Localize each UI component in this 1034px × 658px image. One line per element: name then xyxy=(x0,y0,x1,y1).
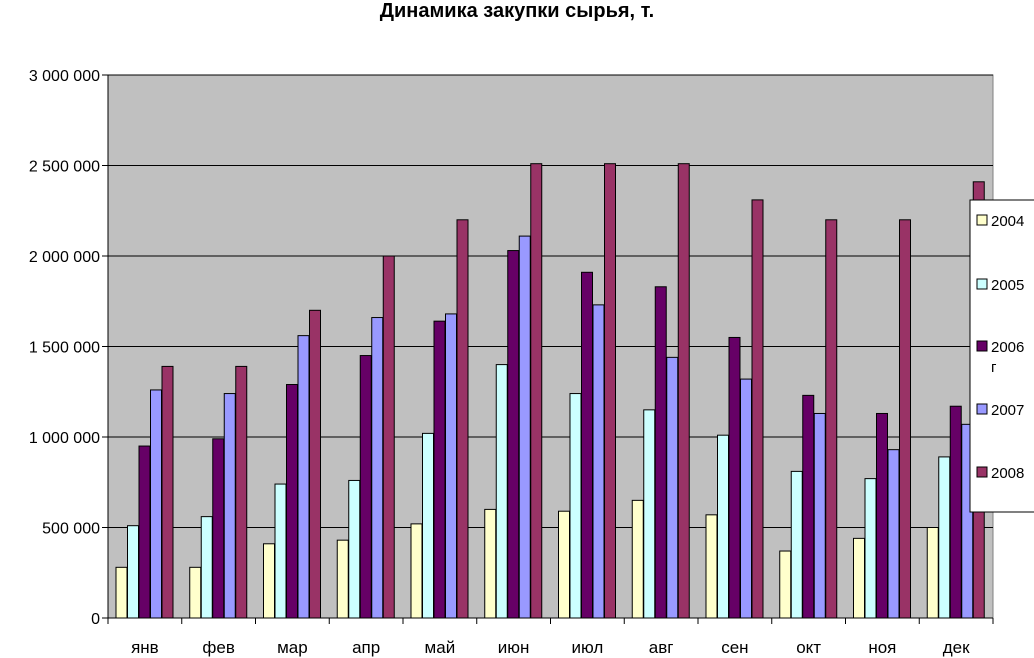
bar-2007-6 xyxy=(592,304,605,619)
bar-2006-г-8 xyxy=(728,336,741,619)
y-tick-label: 1 500 000 xyxy=(29,340,100,357)
bar-2006-г-4 xyxy=(433,320,446,619)
bar-2006-г-5 xyxy=(507,250,520,619)
x-tick-label: мар xyxy=(277,638,308,657)
bar-2006-г-11 xyxy=(949,405,962,619)
legend-label-suffix-2: г xyxy=(991,359,997,376)
x-tick-label: фев xyxy=(202,638,234,657)
x-tick-label: окт xyxy=(796,638,821,657)
bar-2005-6 xyxy=(569,393,582,619)
bar-2008-1 xyxy=(235,365,248,619)
x-tick-label: июл xyxy=(571,638,603,657)
x-tick-label: авг xyxy=(649,638,674,657)
bar-2006-г-7 xyxy=(654,286,667,619)
bar-2006-г-3 xyxy=(359,355,372,619)
legend-swatch-4 xyxy=(976,466,988,478)
y-tick-label: 3 000 000 xyxy=(29,68,100,85)
x-tick-label: янв xyxy=(131,638,159,657)
bar-2005-2 xyxy=(274,483,287,619)
x-tick-label: дек xyxy=(943,638,970,657)
bar-2004-1 xyxy=(189,566,202,619)
bar-2006-г-6 xyxy=(581,271,593,619)
bar-2004-7 xyxy=(631,499,644,619)
bar-2008-5 xyxy=(530,163,543,619)
bar-2007-4 xyxy=(445,313,457,619)
bar-2007-1 xyxy=(223,393,236,619)
bar-2005-4 xyxy=(422,432,434,619)
legend-swatch-3 xyxy=(976,403,988,415)
bar-2006-г-2 xyxy=(286,384,298,619)
legend-label-0: 2004 xyxy=(991,213,1024,230)
x-tick-label: апр xyxy=(352,638,380,657)
x-tick-label: сен xyxy=(721,638,748,657)
bar-2008-3 xyxy=(382,255,395,619)
bar-2008-7 xyxy=(677,163,690,619)
chart-title: Динамика закупки сырья, т. xyxy=(379,0,655,22)
y-tick-label: 0 xyxy=(91,611,100,628)
bar-2007-5 xyxy=(518,235,531,619)
bar-2005-3 xyxy=(348,479,361,619)
y-tick-label: 500 000 xyxy=(42,521,100,538)
bar-2004-4 xyxy=(410,523,423,619)
x-tick-label: май xyxy=(425,638,456,657)
bar-2006-г-9 xyxy=(802,394,815,619)
bar-2005-1 xyxy=(200,516,213,619)
legend-label-3: 2007 xyxy=(991,402,1024,419)
legend-label-4: 2008 xyxy=(991,465,1024,482)
bar-2007-9 xyxy=(813,412,826,619)
y-tick-label: 2 000 000 xyxy=(29,249,100,266)
bar-2004-5 xyxy=(484,508,497,619)
bar-2004-10 xyxy=(853,537,865,619)
bar-2005-7 xyxy=(643,409,656,619)
bar-2008-8 xyxy=(751,199,764,619)
bar-2007-2 xyxy=(297,335,310,619)
bar-2008-9 xyxy=(825,219,838,619)
bar-2004-8 xyxy=(705,514,718,619)
bar-2005-10 xyxy=(864,478,877,619)
legend xyxy=(969,199,1034,513)
bar-2004-0 xyxy=(115,566,128,619)
bar-2008-6 xyxy=(604,163,616,619)
legend-swatch-2 xyxy=(976,340,988,352)
bar-2008-2 xyxy=(309,309,321,619)
bar-2006-г-10 xyxy=(876,412,888,619)
bar-2004-6 xyxy=(558,510,570,619)
bar-2004-3 xyxy=(336,539,349,619)
bar-2007-7 xyxy=(666,356,679,619)
x-tick-label: июн xyxy=(498,638,530,657)
legend-swatch-0 xyxy=(976,214,988,226)
y-tick-label: 1 000 000 xyxy=(29,430,100,447)
bar-2004-11 xyxy=(926,527,939,619)
legend-swatch-1 xyxy=(976,278,988,290)
legend-label-2: 2006 xyxy=(991,339,1024,356)
bar-2005-9 xyxy=(790,470,803,619)
bar-2007-0 xyxy=(150,389,162,619)
x-tick-label: ноя xyxy=(868,638,896,657)
bar-2008-0 xyxy=(161,365,174,619)
bar-2005-11 xyxy=(938,456,951,619)
bar-2005-0 xyxy=(127,525,139,619)
bar-2006-г-0 xyxy=(138,445,151,619)
bar-2007-3 xyxy=(371,317,384,619)
bar-2004-2 xyxy=(263,543,275,619)
bar-2008-4 xyxy=(456,219,469,619)
bar-2007-10 xyxy=(887,449,900,619)
bar-2007-8 xyxy=(740,378,752,619)
bar-2006-г-1 xyxy=(212,438,225,619)
bar-2008-10 xyxy=(899,219,911,619)
bar-2005-5 xyxy=(495,364,508,619)
bar-2004-9 xyxy=(779,550,792,619)
y-tick-label: 2 500 000 xyxy=(29,159,100,176)
legend-label-1: 2005 xyxy=(991,277,1024,294)
bar-2005-8 xyxy=(717,434,729,619)
